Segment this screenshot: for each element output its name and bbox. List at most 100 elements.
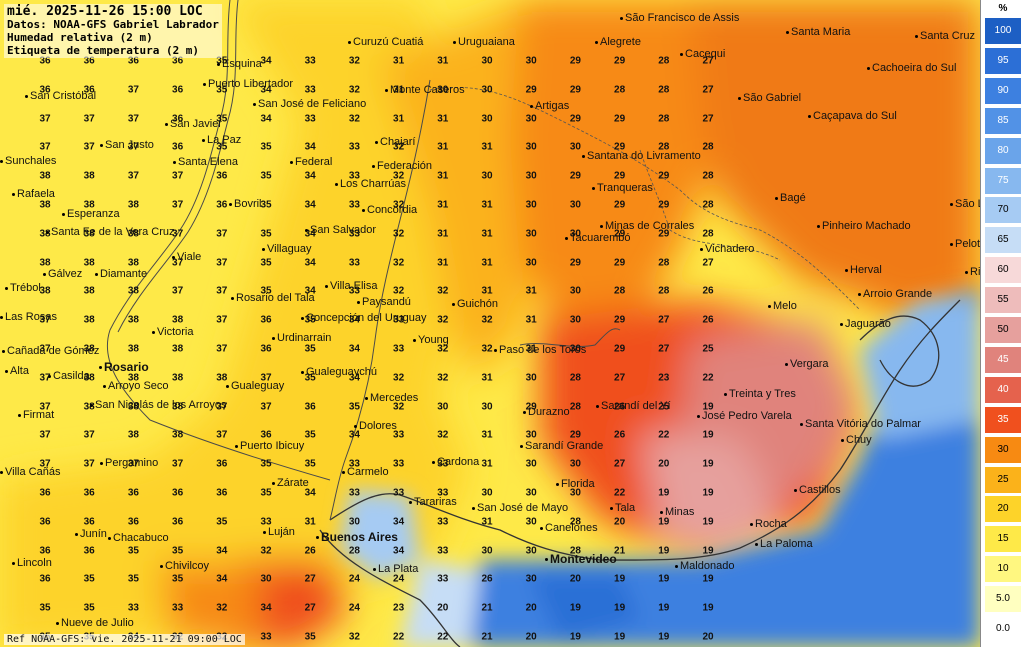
city-marker-icon [950,202,953,206]
city-marker-icon [409,500,412,504]
city-marker-icon [413,338,416,342]
temperature-value: 36 [83,545,95,557]
city-marker-icon [965,270,968,274]
city-name: Florida [561,478,595,490]
temperature-value: 27 [614,372,626,384]
temperature-value: 20 [658,458,670,470]
temperature-value: 19 [569,631,581,643]
temperature-value: 29 [614,343,626,355]
city-name: Urdinarrain [277,332,332,344]
temperature-value: 35 [304,314,316,326]
temperature-value: 38 [83,343,95,355]
temperature-value: 30 [525,487,537,499]
temperature-value: 34 [393,516,405,528]
city-name: Pergamino [105,457,159,469]
temperature-value: 31 [525,285,537,297]
temperature-value: 37 [260,372,272,384]
temperature-value: 33 [348,228,360,240]
temperature-value: 26 [702,285,714,297]
city-marker-icon [768,304,771,308]
temperature-value: 30 [569,343,581,355]
city-label: Lincoln [12,557,52,569]
city-marker-icon [0,470,3,474]
city-label: Arroyo Seco [103,380,169,392]
temperature-value: 37 [260,401,272,413]
city-name: Cardona [437,456,480,468]
city-marker-icon [100,143,103,147]
temperature-value: 23 [393,602,405,614]
city-label: Cañada de Gómez [2,345,99,357]
temperature-value: 36 [172,516,184,528]
temperature-value: 32 [481,343,493,355]
city-label: Concepción del Uruguay [301,312,426,324]
city-marker-icon [108,536,111,540]
city-label: Jaguarão [840,318,891,330]
city-label: Cachoeira do Sul [867,62,956,74]
city-name: Arroio Grande [863,288,933,300]
city-marker-icon [100,461,103,465]
city-marker-icon [316,536,319,540]
city-name: Uruguaiana [458,36,515,48]
city-marker-icon [103,384,106,388]
temperature-value: 19 [702,487,714,499]
temperature-value: 36 [216,487,228,499]
city-marker-icon [335,182,338,186]
weather-map[interactable]: Esquina Curuzú Cuatiá Uruguaiana São Franci… [0,0,980,647]
temperature-value: 31 [393,113,405,125]
city-name: Villa Elisa [330,280,378,292]
temperature-value: 32 [393,285,405,297]
coastlines [319,299,961,647]
temperature-value: 32 [348,84,360,96]
temperature-value: 32 [437,429,449,441]
temperature-value: 32 [393,228,405,240]
temperature-value: 19 [658,545,670,557]
city-marker-icon [530,104,533,108]
temperature-value: 29 [525,401,537,413]
legend-level: 50 [985,317,1021,343]
temperature-value: 33 [393,429,405,441]
city-marker-icon [12,192,15,196]
temperature-value: 31 [437,257,449,269]
city-label: Victoria [152,326,193,338]
city-label: Florida [556,478,595,490]
temperature-value: 19 [702,573,714,585]
legend-level: 70 [985,197,1021,224]
legend-level: 40 [985,376,1021,403]
city-name: La Plata [378,563,419,575]
temperature-value: 38 [83,170,95,182]
temperature-value: 33 [437,545,449,557]
temperature-value: 33 [348,170,360,182]
temperature-value: 35 [216,84,228,96]
city-marker-icon [90,403,93,407]
temperature-value: 36 [127,55,139,67]
temperature-value: 28 [569,516,581,528]
temperature-value: 37 [83,429,95,441]
city-name: Tarariras [414,496,457,508]
city-name: Puerto Libertador [208,78,293,90]
temperature-value: 35 [172,545,184,557]
city-label: Artigas [530,100,569,112]
temperature-value: 29 [569,84,581,96]
legend-level: 90 [985,77,1021,104]
temperature-value: 33 [304,55,316,67]
temperature-value: 38 [216,372,228,384]
temperature-value: 30 [260,573,272,585]
city-label: Canelones [540,522,598,534]
temperature-value: 34 [393,545,405,557]
temperature-value: 30 [525,573,537,585]
temperature-value: 26 [614,429,626,441]
legend-level: 0.0 [985,616,1021,642]
city-label: Urdinarrain [272,332,331,344]
legend-level: 20 [985,496,1021,523]
temperature-value: 29 [614,113,626,125]
city-label: Esquina [217,58,262,70]
temperature-value: 27 [658,343,670,355]
city-label: São Gabriel [738,92,801,104]
temperature-value: 38 [127,314,139,326]
city-label: Herval [845,264,882,276]
temperature-value: 28 [658,257,670,269]
city-marker-icon [700,247,703,251]
city-label: Sarandí del Yí [596,400,671,412]
temperature-value: 38 [83,257,95,269]
temperature-value: 34 [304,285,316,297]
